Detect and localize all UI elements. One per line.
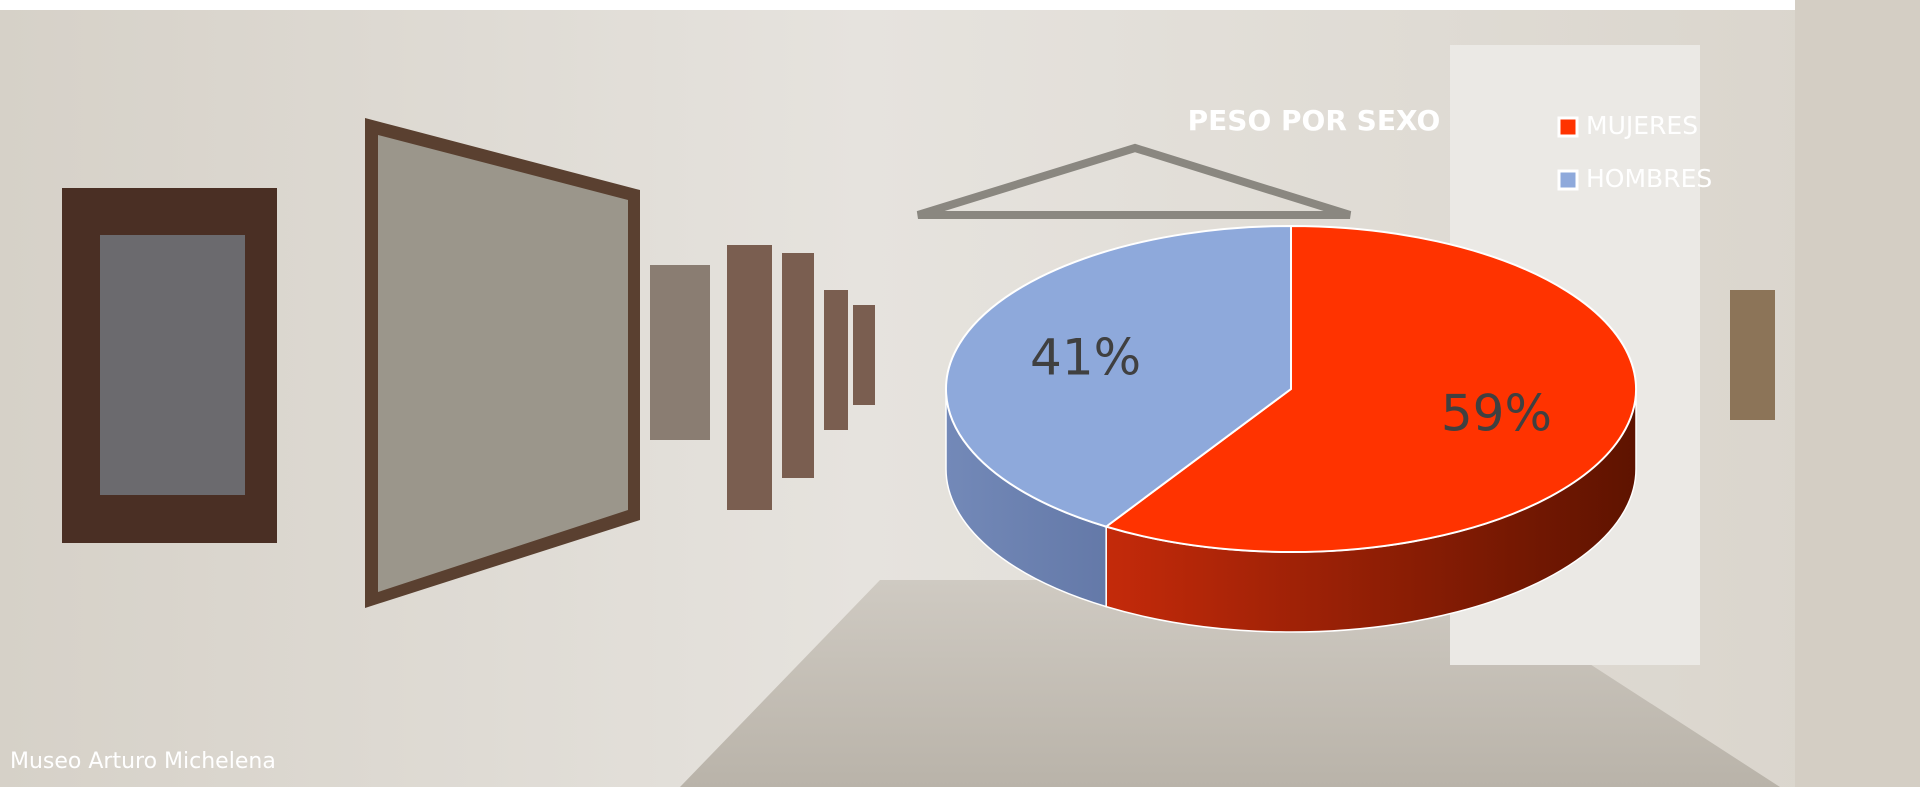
top-edge bbox=[0, 0, 1920, 10]
pie: 59% 41% bbox=[946, 226, 1636, 632]
painting-frame bbox=[1730, 290, 1775, 420]
painting-frame bbox=[782, 253, 814, 478]
page: PESO POR SEXO 59% 41% Museo Arturo Michel… bbox=[0, 0, 1920, 787]
legend-label: HOMBRES bbox=[1586, 164, 1712, 193]
painting-frame bbox=[650, 265, 710, 440]
painting bbox=[100, 235, 245, 495]
painting-frame bbox=[853, 305, 875, 405]
data-label: 59% bbox=[1441, 385, 1552, 443]
data-label: 41% bbox=[1030, 328, 1141, 386]
legend-swatch bbox=[1559, 118, 1577, 136]
painting-frame bbox=[824, 290, 848, 430]
caption: Museo Arturo Michelena bbox=[10, 749, 276, 774]
legend-label: MUJERES bbox=[1586, 111, 1698, 140]
wall bbox=[1795, 0, 1920, 787]
chart-title: PESO POR SEXO bbox=[1188, 104, 1441, 137]
chart: PESO POR SEXO 59% 41% Museo Arturo Michel… bbox=[0, 0, 1920, 787]
legend-swatch bbox=[1559, 171, 1577, 189]
painting-frame bbox=[727, 245, 772, 510]
